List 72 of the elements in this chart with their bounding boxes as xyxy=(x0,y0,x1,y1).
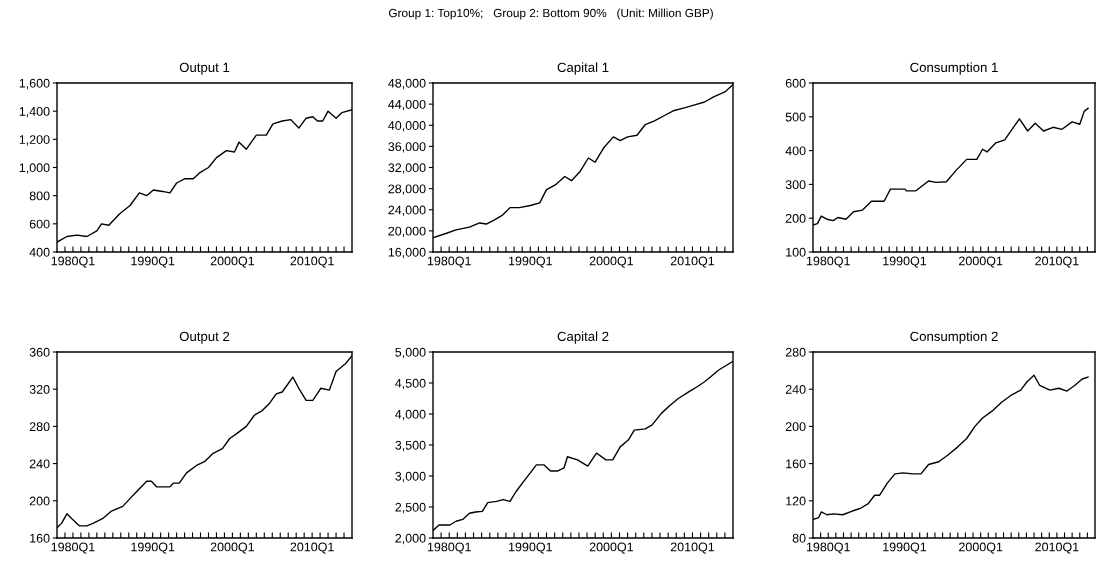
x-tick-label: 1990Q1 xyxy=(131,542,175,554)
y-tick-label: 200 xyxy=(785,214,806,223)
x-tick-label: 2000Q1 xyxy=(959,542,1003,554)
x-tick-label: 2010Q1 xyxy=(670,542,715,554)
y-tick-label: 1,400 xyxy=(19,106,50,118)
y-tick-label: 36,000 xyxy=(388,142,426,153)
y-tick-label: 280 xyxy=(785,347,806,357)
x-tick-label: 2010Q1 xyxy=(1035,542,1079,554)
y-tick-label: 1,000 xyxy=(19,163,50,174)
y-tick-label: 48,000 xyxy=(388,78,426,90)
text: Group 1: Top10%; Group 2: Bottom 90% (Unit: Million GBP) xyxy=(388,8,713,20)
chart-title: Output 1 xyxy=(179,62,230,75)
y-tick-label: 3,500 xyxy=(395,440,426,452)
x-tick-label: 2000Q1 xyxy=(589,256,633,268)
y-tick-label: 280 xyxy=(29,422,50,432)
y-tick-label: 4,500 xyxy=(395,378,426,390)
y-tick-label: 3,000 xyxy=(395,471,426,483)
x-tick-label: 2000Q1 xyxy=(210,256,255,268)
y-tick-label: 320 xyxy=(29,385,50,394)
y-tick-label: 300 xyxy=(785,180,806,190)
x-tick-label: 1980Q1 xyxy=(806,256,850,268)
y-tick-label: 1,600 xyxy=(19,78,50,90)
y-tick-label: 4,000 xyxy=(395,409,426,421)
y-tick-label: 600 xyxy=(785,78,806,88)
y-tick-label: 2,500 xyxy=(395,502,426,514)
x-tick-label: 2010Q1 xyxy=(290,542,334,554)
y-tick-label: 28,000 xyxy=(388,184,426,195)
x-tick-label: 2000Q1 xyxy=(589,542,633,554)
y-tick-label: 44,000 xyxy=(388,99,426,111)
y-tick-label: 20,000 xyxy=(388,226,426,237)
y-tick-label: 240 xyxy=(785,385,806,394)
x-tick-label: 1990Q1 xyxy=(883,256,927,268)
y-tick-label: 1,200 xyxy=(19,135,50,146)
y-tick-label: 200 xyxy=(785,422,806,432)
y-tick-label: 100 xyxy=(786,247,806,257)
x-tick-label: 1980Q1 xyxy=(51,542,95,554)
y-tick-label: 80 xyxy=(792,533,806,543)
x-tick-label: 1990Q1 xyxy=(883,542,927,554)
chart-title: Consumption 1 xyxy=(910,62,998,75)
y-tick-label: 24,000 xyxy=(388,205,426,216)
y-tick-label: 500 xyxy=(785,112,806,122)
x-tick-label: 2010Q1 xyxy=(1035,256,1079,268)
y-tick-label: 600 xyxy=(29,219,50,229)
chart-title: Consumption 2 xyxy=(910,331,998,344)
y-tick-label: 5,000 xyxy=(395,347,426,359)
y-tick-label: 16,000 xyxy=(388,247,426,259)
y-tick-label: 40,000 xyxy=(388,121,426,132)
x-tick-label: 1980Q1 xyxy=(427,542,471,554)
x-tick-label: 1980Q1 xyxy=(51,256,95,268)
x-tick-label: 1990Q1 xyxy=(131,256,175,268)
y-tick-label: 160 xyxy=(786,459,806,469)
y-tick-label: 400 xyxy=(785,146,806,156)
chart-title: Output 2 xyxy=(179,331,230,344)
y-tick-label: 160 xyxy=(30,533,50,543)
y-tick-label: 2,000 xyxy=(395,533,426,545)
x-tick-label: 2010Q1 xyxy=(670,256,715,268)
y-tick-label: 240 xyxy=(29,459,50,469)
chart-title: Capital 2 xyxy=(557,331,609,344)
x-tick-label: 2000Q1 xyxy=(210,542,255,554)
y-tick-label: 360 xyxy=(29,347,50,357)
x-tick-label: 1990Q1 xyxy=(509,256,552,268)
y-tick-label: 400 xyxy=(29,247,50,257)
y-tick-label: 32,000 xyxy=(388,163,426,174)
x-tick-label: 1980Q1 xyxy=(806,542,850,554)
y-tick-label: 800 xyxy=(29,191,50,201)
x-tick-label: 2000Q1 xyxy=(959,256,1003,268)
x-tick-label: 1980Q1 xyxy=(427,256,471,268)
y-tick-label: 120 xyxy=(786,496,806,506)
x-tick-label: 1990Q1 xyxy=(509,542,552,554)
y-tick-label: 200 xyxy=(29,496,50,506)
x-tick-label: 2010Q1 xyxy=(290,256,334,268)
chart-title: Capital 1 xyxy=(557,62,609,75)
